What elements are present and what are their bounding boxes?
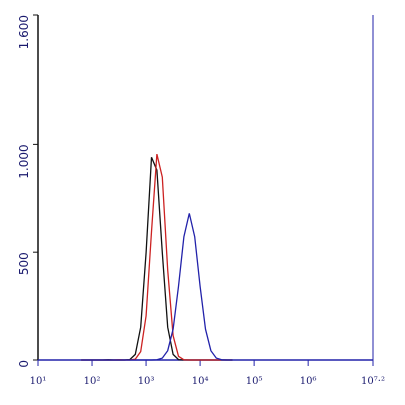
x-tick-label: 10⁴ (192, 376, 209, 387)
y-tick-label: 500 (17, 252, 31, 275)
series-line (81, 153, 233, 361)
series-line (81, 157, 233, 361)
y-tick-label: 0 (17, 360, 31, 368)
series-line (81, 213, 233, 361)
x-tick-label: 10¹ (30, 376, 47, 387)
y-tick-label: 1.000 (17, 144, 31, 178)
x-tick-label: 10⁷·² (361, 376, 385, 387)
x-tick-label: 10² (84, 376, 101, 387)
x-tick-label: 10³ (138, 376, 155, 387)
y-tick-label: 1.600 (17, 15, 31, 49)
x-tick-label: 10⁶ (300, 376, 317, 387)
x-tick-label: 10⁵ (246, 376, 263, 387)
